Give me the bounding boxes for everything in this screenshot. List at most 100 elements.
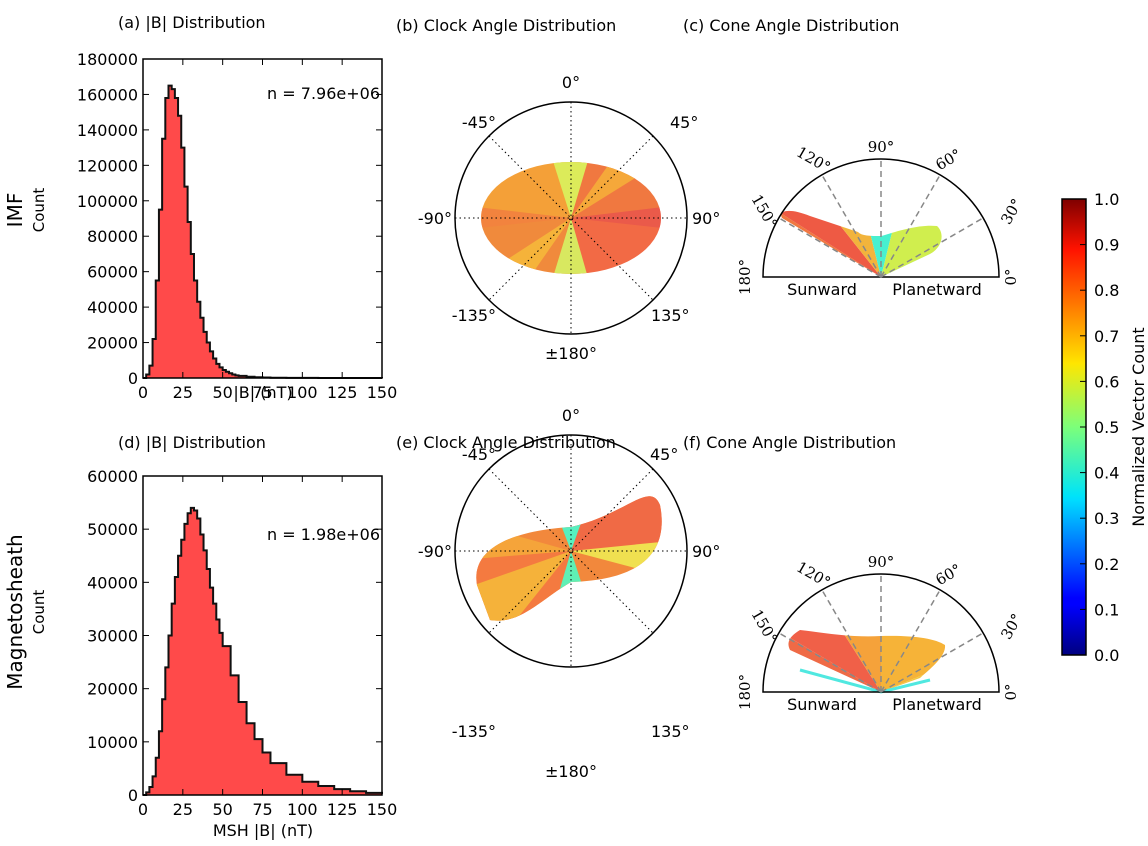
panel-a-ytick-label: 40000 <box>87 298 138 317</box>
row-label-magnetosheath: Magnetosheath <box>3 534 27 689</box>
colorbar-tick-label: 1.0 <box>1094 190 1119 209</box>
clock-e-label-m45: -45° <box>462 445 496 464</box>
cone-c-label-0: 0° <box>1002 268 1020 285</box>
panel-f-title: (f) Cone Angle Distribution <box>683 433 896 452</box>
panel-a-ytick-label: 20000 <box>87 334 138 353</box>
panel-d-ytick-label: 20000 <box>87 680 138 699</box>
panel-a-xtick-label: 50 <box>212 383 232 402</box>
panel-a-title: (a) |B| Distribution <box>118 13 266 32</box>
colorbar-label: Normalized Vector Count <box>1129 327 1148 526</box>
cone-polar-frame-f <box>762 573 1000 693</box>
cone-polar-frame-c <box>762 158 1000 278</box>
panel-d-xtick-label: 25 <box>173 800 193 819</box>
panel-d-ytick-label: 60000 <box>87 467 138 486</box>
colorbar: 0.0 0.1 0.2 0.3 0.4 0.5 0.6 0.7 0.8 0.9 1.0 Normal… <box>1061 190 1148 665</box>
panel-d-xtick-label: 50 <box>212 800 232 819</box>
panel-d-ytick-label: 50000 <box>87 520 138 539</box>
cone-c-label-60: 60° <box>932 145 964 174</box>
cone-c-sunward: Sunward <box>787 280 857 299</box>
panel-a-annotation: n = 7.96e+06 <box>267 84 380 103</box>
panel-a-xtick-label: 25 <box>173 383 193 402</box>
panel-a-xtick-label: 0 <box>138 383 148 402</box>
panel-a-ytick-label: 160000 <box>77 85 138 104</box>
colorbar-tick-label: 0.2 <box>1094 555 1119 574</box>
colorbar-ticks: 0.0 0.1 0.2 0.3 0.4 0.5 0.6 0.7 0.8 0.9 1.0 <box>1080 190 1119 665</box>
panel-c-title: (c) Cone Angle Distribution <box>683 16 899 35</box>
panel-a-ytick-label: 80000 <box>87 227 138 246</box>
clock-b-label-m135: -135° <box>452 306 496 325</box>
cone-f-label-0: 0° <box>1002 683 1020 700</box>
colorbar-tick-label: 0.1 <box>1094 600 1119 619</box>
panel-e: (e) Clock Angle Distribution 0° 45° 90° … <box>396 406 720 781</box>
panel-d-ytick-label: 30000 <box>87 627 138 646</box>
clock-b-label-90: 90° <box>692 209 720 228</box>
colorbar-tick-label: 0.0 <box>1094 646 1119 665</box>
histogram-d: 0 25 50 75 100 125 150 0 10000 20000 30000 40000 500… <box>87 467 397 819</box>
panel-d-ytick-label: 10000 <box>87 733 138 752</box>
cone-f-sunward: Sunward <box>787 695 857 714</box>
clock-angle-fill-b <box>481 162 661 274</box>
cone-c-label-90: 90° <box>868 138 895 156</box>
cone-c-label-30: 30° <box>997 195 1026 227</box>
colorbar-tick-label: 0.3 <box>1094 509 1119 528</box>
panel-d-annotation: n = 1.98e+06 <box>267 525 380 544</box>
cone-c-planetward: Planetward <box>892 280 982 299</box>
clock-b-label-180: ±180° <box>545 344 597 363</box>
panel-d-xtick-label: 125 <box>327 800 358 819</box>
panel-d-ytick-label: 0 <box>128 786 138 805</box>
clock-e-label-135: 135° <box>651 722 690 741</box>
histogram-a: 0 25 50 75 100 125 150 0 20000 40000 60000 80000 100… <box>77 50 397 402</box>
cone-f-label-30: 30° <box>997 610 1026 642</box>
panel-b-title: (b) Clock Angle Distribution <box>396 16 616 35</box>
panel-a-xtick-label: 75 <box>252 383 272 402</box>
clock-angle-fill-e <box>476 496 662 621</box>
cone-f-label-180: 180° <box>736 674 754 710</box>
panel-d-xtick-label: 75 <box>252 800 272 819</box>
panel-a-ytick-label: 140000 <box>77 121 138 140</box>
panel-a-ytick-label: 100000 <box>77 192 138 211</box>
panel-a-xtick-label: 150 <box>367 383 398 402</box>
panel-d-xtick-label: 0 <box>138 800 148 819</box>
panel-a-ytick-label: 60000 <box>87 263 138 282</box>
colorbar-tick-label: 0.9 <box>1094 236 1119 255</box>
row-label-imf: IMF <box>3 193 27 228</box>
clock-e-label-m135: -135° <box>452 722 496 741</box>
clock-b-label-45: 45° <box>670 113 698 132</box>
row-label-magnetosheath-count: Count <box>30 590 48 635</box>
clock-b-label-m45: -45° <box>462 113 496 132</box>
panel-d-xtick-label: 100 <box>287 800 318 819</box>
cone-f-label-60: 60° <box>932 560 964 589</box>
panel-d: (d) |B| Distribution 0 25 50 75 100 125 150 0 10… <box>87 433 397 840</box>
panel-a-xtick-label: 125 <box>327 383 358 402</box>
cone-c-label-150: 150° <box>748 191 782 231</box>
cone-f-label-150: 150° <box>748 606 782 646</box>
clock-b-label-135: 135° <box>651 306 690 325</box>
panel-a-histogram-fill <box>143 85 382 378</box>
panel-a-ytick-label: 120000 <box>77 156 138 175</box>
clock-e-label-90: 90° <box>692 542 720 561</box>
panel-d-xtick-label: 150 <box>367 800 398 819</box>
panel-a: (a) |B| Distribution 0 25 50 75 100 125 150 0 20… <box>77 13 397 402</box>
colorbar-tick-label: 0.4 <box>1094 464 1119 483</box>
panel-d-histogram-fill <box>143 507 382 795</box>
colorbar-tick-label: 0.6 <box>1094 372 1119 391</box>
cone-c-label-180: 180° <box>736 259 754 295</box>
colorbar-tick-label: 0.8 <box>1094 281 1119 300</box>
clock-e-label-180: ±180° <box>545 762 597 781</box>
row-label-imf-count: Count <box>30 188 48 233</box>
panel-d-title: (d) |B| Distribution <box>118 433 266 452</box>
cone-f-label-90: 90° <box>868 553 895 571</box>
panel-a-xtick-label: 100 <box>287 383 318 402</box>
panel-f: (f) Cone Angle Distribution 0° 30° 60° 9… <box>683 433 1026 714</box>
panel-d-ytick-label: 40000 <box>87 573 138 592</box>
colorbar-tick-label: 0.7 <box>1094 327 1119 346</box>
clock-e-label-m90: -90° <box>418 542 452 561</box>
clock-b-label-0: 0° <box>562 73 580 92</box>
panel-a-ytick-label: 0 <box>128 369 138 388</box>
panel-a-xlabel: |B| (nT) <box>233 383 292 402</box>
panel-b: (b) Clock Angle Distribution 0° 45° 90° … <box>396 16 720 363</box>
cone-f-planetward: Planetward <box>892 695 982 714</box>
colorbar-tick-label: 0.5 <box>1094 418 1119 437</box>
panel-a-ytick-label: 180000 <box>77 50 138 69</box>
